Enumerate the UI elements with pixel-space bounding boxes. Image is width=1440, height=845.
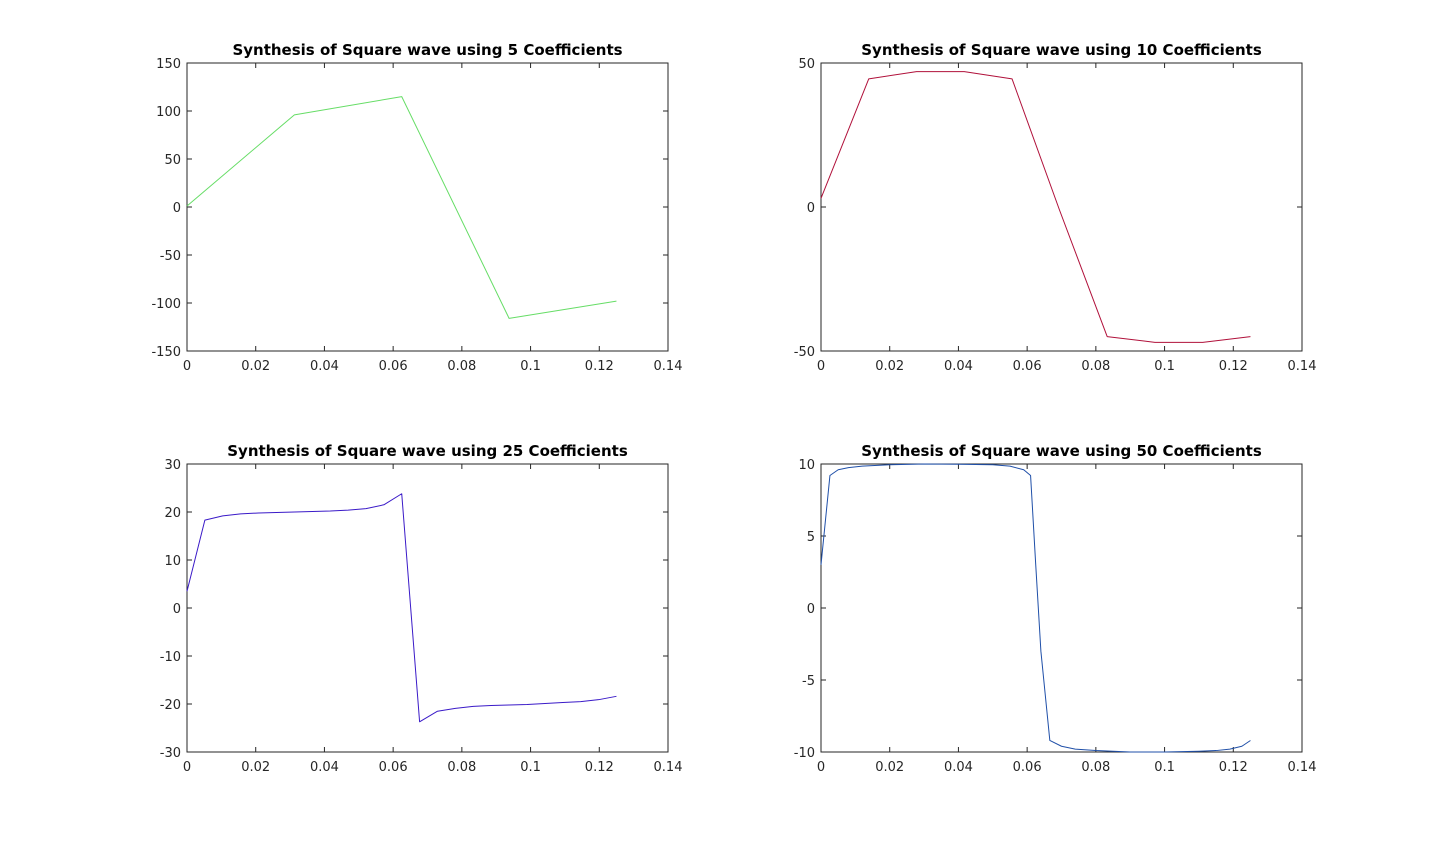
y-tick-label: 30: [164, 458, 181, 473]
x-tick-label: 0: [183, 359, 191, 374]
y-tick-label: -10: [794, 746, 815, 761]
x-tick-label: 0.06: [379, 359, 408, 374]
plot-area: [186, 62, 669, 352]
x-tick-label: 0.14: [1288, 760, 1317, 775]
y-tick-label: 10: [798, 458, 815, 473]
x-tick-label: 0.02: [241, 359, 270, 374]
chart-title: Synthesis of Square wave using 25 Coeffi…: [227, 442, 628, 460]
plot-area: [820, 62, 1303, 352]
x-tick-label: 0.08: [1081, 359, 1110, 374]
chart-title: Synthesis of Square wave using 5 Coeffic…: [232, 41, 622, 59]
x-tick-label: 0: [183, 760, 191, 775]
subplot-1: Synthesis of Square wave using 5 Coeffic…: [151, 41, 682, 374]
y-tick-label: -150: [151, 345, 181, 360]
x-tick-label: 0.02: [241, 760, 270, 775]
x-tick-label: 0.12: [585, 359, 614, 374]
x-tick-label: 0.14: [654, 760, 683, 775]
y-tick-label: 0: [173, 201, 181, 216]
x-tick-label: 0.04: [310, 359, 339, 374]
subplot-4: Synthesis of Square wave using 50 Coeffi…: [794, 442, 1317, 775]
x-tick-label: 0.08: [447, 359, 476, 374]
y-tick-label: 150: [156, 57, 181, 72]
x-tick-label: 0.1: [520, 760, 541, 775]
series-line: [820, 463, 1251, 753]
series-line: [186, 493, 617, 723]
y-tick-label: 10: [164, 554, 181, 569]
x-tick-label: 0.06: [1013, 359, 1042, 374]
y-tick-label: -100: [151, 297, 181, 312]
y-tick-label: 5: [807, 530, 815, 545]
subplot-3: Synthesis of Square wave using 25 Coeffi…: [160, 442, 683, 775]
x-tick-label: 0.04: [944, 359, 973, 374]
series-line: [820, 71, 1251, 343]
x-tick-label: 0.12: [585, 760, 614, 775]
x-tick-label: 0.04: [310, 760, 339, 775]
chart-title: Synthesis of Square wave using 10 Coeffi…: [861, 41, 1262, 59]
x-tick-label: 0.1: [520, 359, 541, 374]
y-tick-label: -20: [160, 698, 181, 713]
x-tick-label: 0.12: [1219, 760, 1248, 775]
x-tick-label: 0.12: [1219, 359, 1248, 374]
x-tick-label: 0.02: [875, 760, 904, 775]
x-tick-label: 0.02: [875, 359, 904, 374]
plot-area: [820, 463, 1303, 753]
y-tick-label: 50: [164, 153, 181, 168]
y-tick-label: 50: [798, 57, 815, 72]
x-tick-label: 0.08: [447, 760, 476, 775]
y-tick-label: 0: [807, 602, 815, 617]
x-tick-label: 0.1: [1154, 359, 1175, 374]
chart-title: Synthesis of Square wave using 50 Coeffi…: [861, 442, 1262, 460]
series-line: [186, 96, 617, 319]
y-tick-label: -50: [160, 249, 181, 264]
subplot-2: Synthesis of Square wave using 10 Coeffi…: [794, 41, 1317, 374]
y-tick-label: 0: [807, 201, 815, 216]
x-tick-label: 0: [817, 359, 825, 374]
y-tick-label: 0: [173, 602, 181, 617]
y-tick-label: -50: [794, 345, 815, 360]
x-tick-label: 0.14: [654, 359, 683, 374]
y-tick-label: -30: [160, 746, 181, 761]
plot-area: [186, 463, 669, 753]
x-tick-label: 0: [817, 760, 825, 775]
y-tick-label: 20: [164, 506, 181, 521]
x-tick-label: 0.08: [1081, 760, 1110, 775]
x-tick-label: 0.14: [1288, 359, 1317, 374]
x-tick-label: 0.1: [1154, 760, 1175, 775]
x-tick-label: 0.04: [944, 760, 973, 775]
y-tick-label: -5: [802, 674, 815, 689]
y-tick-label: -10: [160, 650, 181, 665]
x-tick-label: 0.06: [379, 760, 408, 775]
x-tick-label: 0.06: [1013, 760, 1042, 775]
y-tick-label: 100: [156, 105, 181, 120]
